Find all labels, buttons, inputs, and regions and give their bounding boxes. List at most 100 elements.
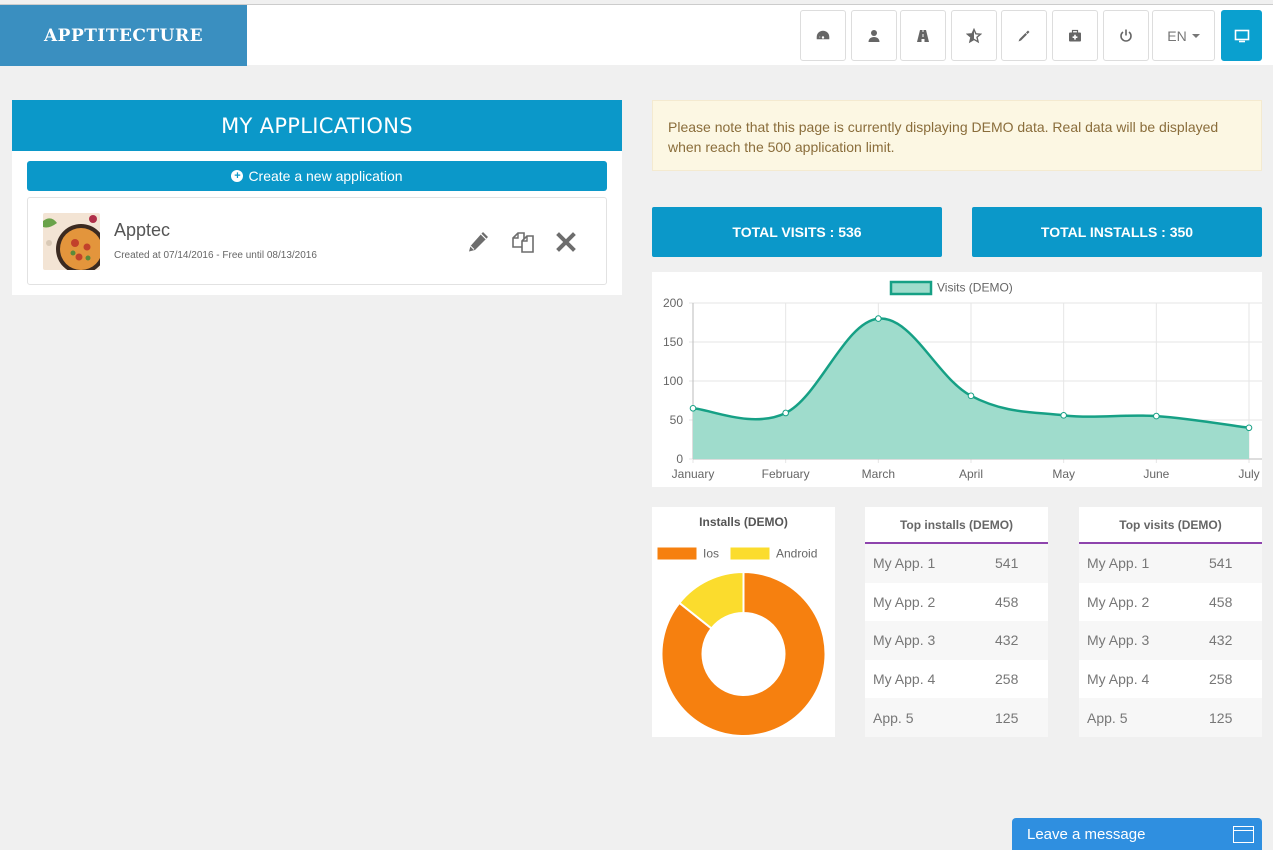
pie-slice-android xyxy=(677,570,745,630)
y-tick-label: 50 xyxy=(670,413,684,427)
medkit-icon xyxy=(1069,29,1081,41)
legend-label-ios: Ios xyxy=(703,547,719,561)
table-row: My App. 2 458 xyxy=(865,583,1048,622)
table-row: My App. 4 258 xyxy=(1079,660,1262,699)
x-tick-label: June xyxy=(1143,467,1169,481)
data-point xyxy=(1245,424,1253,432)
count-cell: 458 xyxy=(995,593,1019,610)
count-cell: 541 xyxy=(1209,555,1233,572)
app-name-cell: My App. 3 xyxy=(873,632,936,649)
road-button[interactable] xyxy=(900,10,946,61)
language-label: EN xyxy=(1167,27,1187,44)
data-point xyxy=(967,392,975,400)
support-button[interactable] xyxy=(1052,10,1098,61)
y-tick-label: 100 xyxy=(663,374,683,388)
legend-swatch-visits xyxy=(889,280,933,296)
y-tick-label: 0 xyxy=(676,452,683,466)
app-created-info: Created at 07/14/2016 - Free until 08/13… xyxy=(114,250,317,261)
top-installs-table: Top installs (DEMO) My App. 1 541 My App.… xyxy=(865,507,1048,737)
x-tick-label: January xyxy=(672,467,715,481)
visits-chart-svg: 0 50 100 150 200 January February March April May… xyxy=(663,280,1262,481)
app-thumbnail xyxy=(43,213,100,270)
x-tick-label: July xyxy=(1238,467,1259,481)
app-name-cell: App. 5 xyxy=(1087,709,1128,726)
count-cell: 432 xyxy=(995,632,1019,649)
star-icon xyxy=(966,27,982,43)
visits-chart: 0 50 100 150 200 January February March April May… xyxy=(652,272,1262,487)
app-name-cell: My App. 4 xyxy=(873,671,936,688)
top-navbar: APPTITECTURE EN xyxy=(0,4,1273,66)
create-application-label: Create a new application xyxy=(248,168,403,184)
user-icon xyxy=(868,29,880,42)
dashboard-icon xyxy=(816,30,830,39)
table-row: My App. 3 432 xyxy=(865,621,1048,660)
series-area-visits xyxy=(693,318,1249,459)
duplicate-app-button[interactable] xyxy=(509,228,537,256)
x-tick-label: February xyxy=(762,467,810,481)
window-icon xyxy=(1233,826,1254,843)
my-applications-panel: MY APPLICATIONS + Create a new applicati… xyxy=(12,100,622,295)
app-name-cell: My App. 1 xyxy=(873,555,936,572)
eyedropper-icon xyxy=(1018,30,1030,41)
app-name-cell: My App. 2 xyxy=(873,593,936,610)
data-point xyxy=(875,315,882,322)
app-card[interactable]: Apptec Created at 07/14/2016 - Free unti… xyxy=(27,197,607,285)
top-visits-title: Top visits (DEMO) xyxy=(1079,507,1262,544)
brand-logo[interactable]: APPTITECTURE xyxy=(0,5,247,66)
close-icon xyxy=(556,232,576,252)
demo-data-notice: Please note that this page is currently … xyxy=(652,100,1262,171)
my-applications-title: MY APPLICATIONS xyxy=(12,100,622,151)
create-application-button[interactable]: + Create a new application xyxy=(27,161,607,191)
data-point xyxy=(1060,412,1067,419)
pie-slice-ios xyxy=(660,570,827,737)
count-cell: 458 xyxy=(1209,593,1233,610)
table-row: My App. 4 258 xyxy=(865,660,1048,699)
table-row: App. 5 125 xyxy=(865,698,1048,737)
total-visits-button[interactable]: TOTAL VISITS : 536 xyxy=(652,207,942,257)
count-cell: 258 xyxy=(995,671,1019,688)
app-name-cell: My App. 2 xyxy=(1087,593,1150,610)
installs-chart: Installs (DEMO) Ios Android xyxy=(652,507,835,737)
copy-icon xyxy=(512,232,534,253)
count-cell: 432 xyxy=(1209,632,1233,649)
leave-message-button[interactable]: Leave a message xyxy=(1012,818,1262,850)
edit-app-button[interactable] xyxy=(464,228,492,256)
data-point xyxy=(689,405,697,412)
display-mode-button[interactable] xyxy=(1221,10,1262,61)
language-dropdown[interactable]: EN xyxy=(1152,10,1215,61)
count-cell: 125 xyxy=(995,709,1019,726)
data-point xyxy=(782,409,789,417)
y-tick-label: 150 xyxy=(663,335,683,349)
app-name-cell: My App. 1 xyxy=(1087,555,1150,572)
road-icon xyxy=(917,29,929,42)
caret-down-icon xyxy=(1191,33,1200,38)
logout-button[interactable] xyxy=(1103,10,1149,61)
app-name[interactable]: Apptec xyxy=(114,220,171,240)
x-tick-label: May xyxy=(1052,467,1075,481)
dashboard-button[interactable] xyxy=(800,10,846,61)
count-cell: 541 xyxy=(995,555,1019,572)
count-cell: 258 xyxy=(1209,671,1233,688)
table-row: My App. 1 541 xyxy=(1079,544,1262,583)
favorites-button[interactable] xyxy=(951,10,997,61)
table-row: My App. 3 432 xyxy=(1079,621,1262,660)
power-icon xyxy=(1120,29,1132,42)
delete-app-button[interactable] xyxy=(552,228,580,256)
installs-chart-title: Installs (DEMO) xyxy=(699,515,788,529)
leave-message-label: Leave a message xyxy=(1027,825,1146,843)
design-button[interactable] xyxy=(1001,10,1047,61)
y-tick-label: 200 xyxy=(663,296,683,310)
app-name-cell: My App. 4 xyxy=(1087,671,1150,688)
legend-label-visits: Visits (DEMO) xyxy=(937,281,1013,295)
pencil-icon xyxy=(469,232,488,252)
account-button[interactable] xyxy=(851,10,897,61)
legend-label-android: Android xyxy=(776,547,817,561)
table-row: My App. 1 541 xyxy=(865,544,1048,583)
x-tick-label: April xyxy=(959,467,983,481)
app-name-cell: App. 5 xyxy=(873,709,914,726)
installs-chart-svg: Ios Android xyxy=(656,546,827,737)
desktop-icon xyxy=(1234,29,1249,42)
table-row: App. 5 125 xyxy=(1079,698,1262,737)
x-tick-label: March xyxy=(862,467,895,481)
total-installs-button[interactable]: TOTAL INSTALLS : 350 xyxy=(972,207,1262,257)
